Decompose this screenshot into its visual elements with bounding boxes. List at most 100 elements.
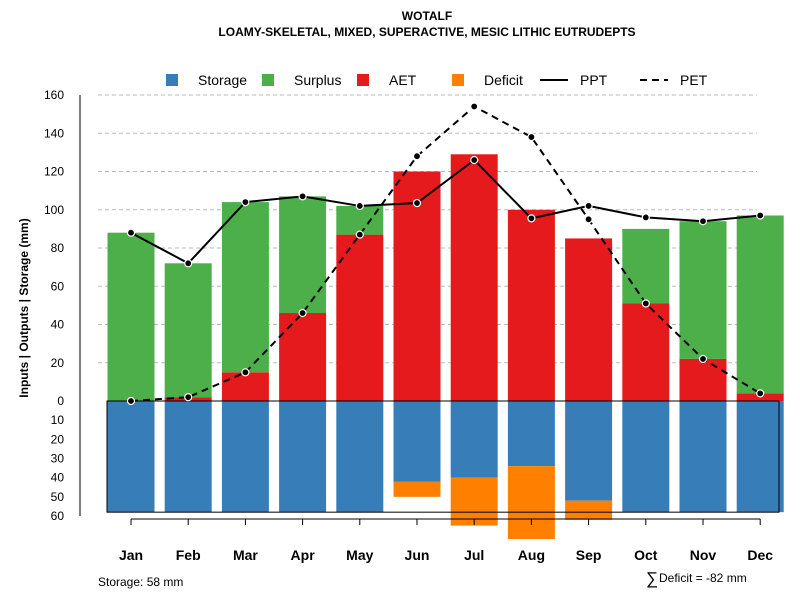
surplus-bar [336,205,384,235]
x-tick-label: Apr [291,547,316,563]
pet-point [412,152,422,161]
y-tick-label-lower: 10 [51,413,65,427]
x-tick-label: Sep [576,547,602,563]
ppt-point [641,213,650,222]
x-tick-label: Oct [634,547,658,563]
ppt-point [527,214,536,223]
storage-bar [736,401,784,513]
y-tick-label: 160 [44,88,64,102]
sum-symbol: ∑ [646,569,658,588]
ppt-point [584,201,593,211]
storage-footer: Storage: 58 mm [98,575,183,589]
storage-bar [507,401,555,467]
storage-bar [622,401,670,513]
surplus-bar [164,263,212,398]
x-tick-label: May [346,547,373,563]
ppt-point [756,211,765,220]
y-tick-label: 60 [51,279,65,293]
axes: 0 20 40 60 80 100 120 140 160 10 20 30 40 50 60 Jan Feb M… [44,88,773,563]
y-tick-label: 20 [51,356,65,370]
y-tick-label-lower: 20 [51,432,65,446]
aet-bar [221,372,269,401]
pet-line [130,105,761,402]
legend-swatch [357,74,369,86]
y-tick-label-lower: 30 [51,452,65,466]
ppt-line [130,158,761,265]
deficit-bar [450,477,498,526]
surplus-bar [107,232,155,401]
pet-point [527,132,536,142]
aet-bar [336,234,384,401]
storage-bar [221,401,269,513]
y-tick-label: 40 [51,318,65,332]
ppt-point [298,192,307,201]
aet-bar [279,313,327,401]
storage-capacity-box [106,400,780,513]
surplus-bar [221,202,269,373]
y-tick-label: 140 [44,126,64,140]
x-tick-label: Feb [176,547,201,563]
pet-point [698,354,708,364]
surplus-bar [622,228,670,304]
x-tick-label: Jul [464,547,484,563]
chart-subtitle: LOAMY-SKELETAL, MIXED, SUPERACTIVE, MESI… [218,25,635,39]
ppt-point [412,198,422,208]
pet-point [641,299,650,308]
bars [107,154,784,539]
legend-label: PPT [580,72,608,88]
x-tick-label: Jun [405,547,430,563]
storage-frame [106,400,780,513]
ppt-point [355,201,364,211]
storage-bar [393,401,441,482]
storage-bar [164,401,212,513]
pet-point [184,393,193,402]
ppt-point [241,198,250,207]
pet-point [355,230,364,239]
pet-point [584,215,593,224]
ppt-point [126,228,136,237]
storage-bar [336,401,384,513]
legend-label: AET [389,72,417,88]
x-tick-label: Jan [119,547,143,563]
deficit-footer: Deficit = -82 mm [659,571,747,585]
legend-swatch [452,74,464,86]
aet-bar [565,238,613,401]
deficit-bar [507,466,555,539]
deficit-bar [565,500,613,520]
storage-bar [450,401,498,478]
ppt-point [470,155,479,165]
y-tick-label-lower: 50 [51,490,65,504]
legend-swatch [166,74,178,86]
x-tick-label: Dec [747,547,773,563]
pet-point [241,368,250,377]
storage-bar [107,401,155,513]
legend-label: Storage [198,72,247,88]
x-tick-label: Aug [518,547,545,563]
legend-label: PET [680,72,708,88]
deficit-bar [393,481,441,497]
y-tick-label: 80 [51,241,65,255]
aet-bar [393,171,441,401]
lines [126,102,765,406]
surplus-bar [679,221,727,359]
y-tick-label-lower: 60 [51,509,65,523]
pet-point [298,308,307,318]
legend-label: Surplus [294,72,341,88]
surplus-bar [736,215,784,394]
pet-point [126,396,136,406]
legend-label: Deficit [484,72,523,88]
aet-bar [507,209,555,401]
x-tick-label: Mar [233,547,258,563]
y-tick-label: 100 [44,203,64,217]
aet-bar [450,154,498,401]
legend-swatch [262,74,274,86]
y-tick-label-lower: 40 [51,471,65,485]
storage-bar [679,401,727,513]
surplus-bar [279,196,327,314]
ppt-point [698,217,708,226]
pet-point [756,389,765,398]
pet-point [470,102,479,111]
storage-bar [565,401,613,501]
